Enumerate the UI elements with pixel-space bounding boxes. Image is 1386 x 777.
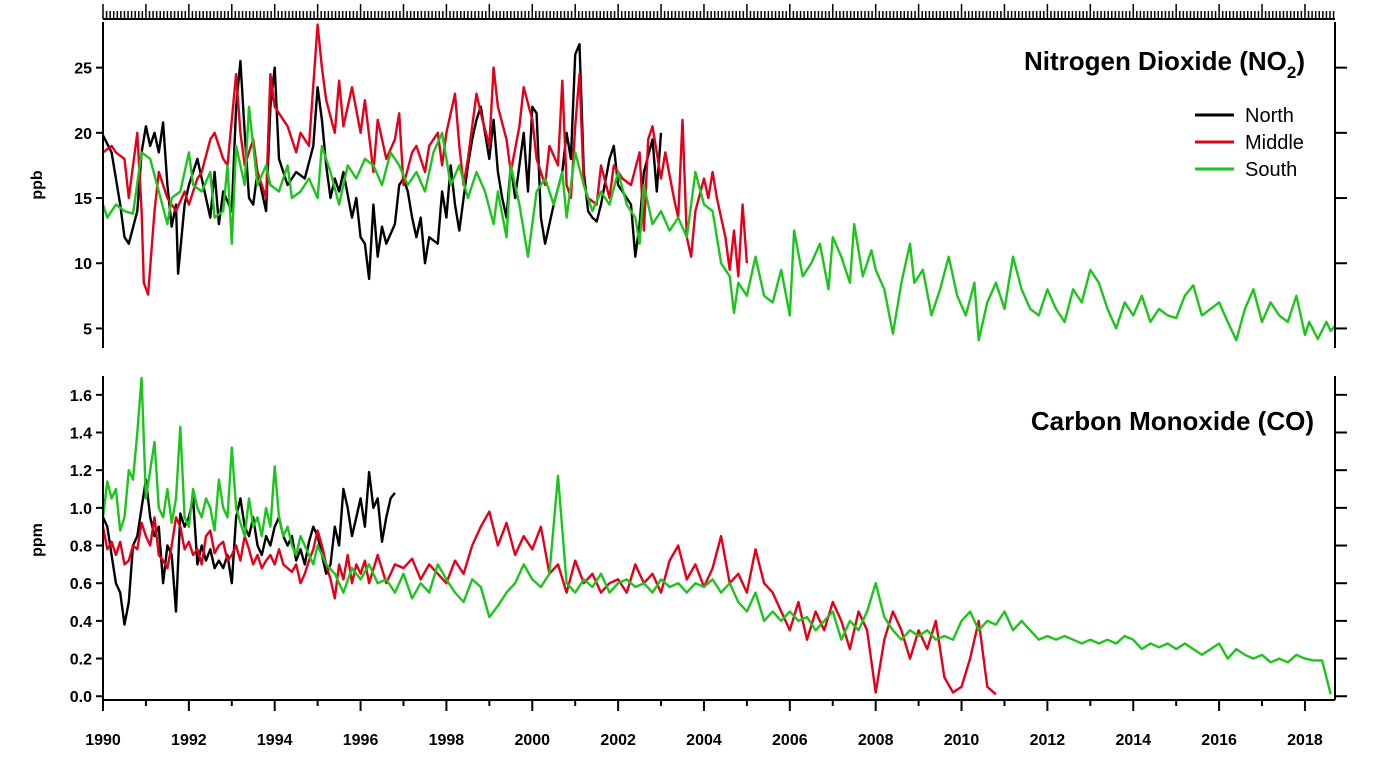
x-tick-label: 2002 <box>600 732 636 749</box>
co-ytick-label: 1.6 <box>70 388 92 405</box>
no2-ytick-label: 5 <box>83 321 92 338</box>
x-tick-label: 2018 <box>1287 732 1323 749</box>
no2-ytick-label: 10 <box>74 256 92 273</box>
co-plot-frame <box>102 376 1336 700</box>
co-ytick-label: 1.4 <box>70 426 92 443</box>
x-tick-label: 1998 <box>429 732 465 749</box>
x-tick-label: 2016 <box>1201 732 1237 749</box>
co-y-ticks: 0.0 0.2 0.4 0.6 0.8 1.0 1.2 1.4 1.6 <box>70 388 1347 706</box>
no2-ytick-label: 15 <box>74 191 92 208</box>
co-series-lines <box>101 376 1332 696</box>
x-tick-label: 2000 <box>514 732 550 749</box>
no2-y-axis-label: ppb <box>29 170 46 200</box>
co-ytick-label: 1.0 <box>70 501 92 518</box>
no2-ytick-label: 20 <box>74 126 92 143</box>
no2-chart-title: Nitrogen Dioxide (NO2) <box>1024 46 1305 82</box>
x-tick-label: 2004 <box>686 732 722 749</box>
legend: North Middle South <box>1195 105 1304 181</box>
no2-series-north <box>101 43 663 281</box>
no2-panel: 5 10 15 20 25 ppb Nitrogen Dioxide (NO2) Nor… <box>29 22 1347 348</box>
x-tick-label: 1990 <box>85 732 121 749</box>
x-tick-label: 2010 <box>944 732 980 749</box>
x-tick-label: 2012 <box>1030 732 1066 749</box>
x-tick-label: 1996 <box>343 732 379 749</box>
x-tick-label: 2014 <box>1115 732 1151 749</box>
co-ytick-label: 0.0 <box>70 689 92 706</box>
co-series-south <box>101 376 1332 695</box>
no2-series-lines <box>101 23 1336 342</box>
co-ytick-label: 0.4 <box>70 614 92 631</box>
co-y-axis-label: ppm <box>29 523 46 557</box>
x-tick-label: 2008 <box>858 732 894 749</box>
no2-y-ticks: 5 10 15 20 25 <box>74 61 1347 338</box>
top-minor-ticks <box>102 4 1335 20</box>
co-series-middle <box>101 510 997 696</box>
x-tick-label: 1992 <box>171 732 207 749</box>
co-ytick-label: 1.2 <box>70 463 92 480</box>
no2-series-middle <box>102 23 749 296</box>
co-ytick-label: 0.8 <box>70 539 92 556</box>
x-tick-label: 2006 <box>772 732 808 749</box>
x-tick-label: 1994 <box>257 732 293 749</box>
legend-label-middle: Middle <box>1245 132 1304 154</box>
legend-label-north: North <box>1245 105 1294 127</box>
co-ytick-label: 0.6 <box>70 576 92 593</box>
co-ytick-label: 0.2 <box>70 652 92 669</box>
co-series-north <box>101 470 396 626</box>
co-panel: 0.0 0.2 0.4 0.6 0.8 1.0 1.2 1.4 1.6 ppm Carbon M… <box>29 376 1347 749</box>
legend-label-south: South <box>1245 159 1297 181</box>
co-chart-title: Carbon Monoxide (CO) <box>1031 406 1314 436</box>
no2-plot-frame <box>102 22 1336 348</box>
no2-series-south <box>101 105 1336 342</box>
no2-ytick-label: 25 <box>74 61 92 78</box>
x-axis-ticks: 1990 1992 1994 1996 1998 2000 2002 2004 2006 2008… <box>85 699 1335 749</box>
